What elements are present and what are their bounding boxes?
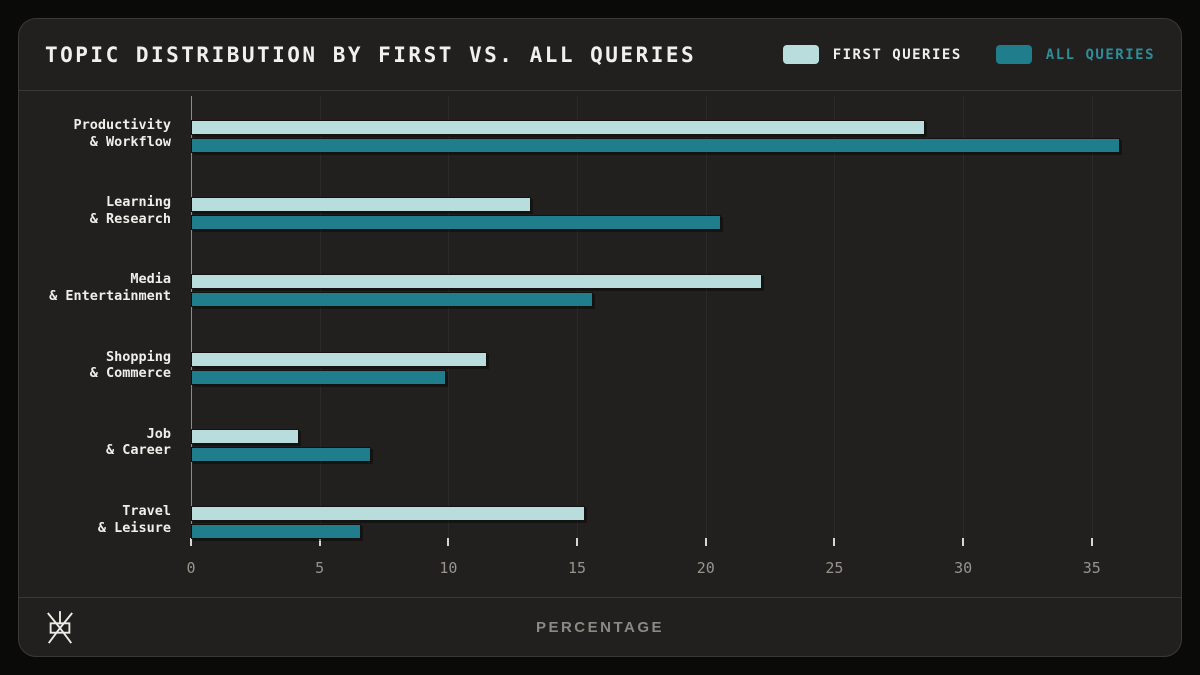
x-tick-label: 30: [954, 559, 973, 577]
category-label: Shopping & Commerce: [89, 348, 171, 382]
axis-tick: [833, 538, 836, 546]
axis-tick: [190, 538, 192, 546]
axis-tick: [576, 538, 579, 546]
legend-swatch-first-queries: [782, 45, 819, 64]
chart-header: TOPIC DISTRIBUTION BY FIRST VS. ALL QUER…: [19, 19, 1181, 91]
gridline: [1091, 96, 1093, 546]
x-tick-label: 35: [1082, 559, 1101, 577]
category-label: Travel & Leisure: [97, 503, 171, 536]
axis-tick: [447, 538, 450, 546]
category-label: Productivity & Workflow: [73, 117, 171, 150]
bar-all-queries: [191, 446, 372, 462]
x-tick-label: 15: [568, 559, 587, 577]
chart-card: TOPIC DISTRIBUTION BY FIRST VS. ALL QUER…: [18, 18, 1182, 657]
category-label: Learning & Research: [89, 194, 171, 227]
legend: FIRST QUERIES ALL QUERIES: [782, 45, 1155, 64]
legend-swatch-all-queries: [995, 45, 1032, 64]
axis-tick: [1090, 538, 1093, 546]
x-tick-label: 10: [439, 559, 458, 577]
x-tick-label: 5: [315, 559, 325, 577]
bar-first-queries: [191, 120, 925, 135]
y-axis-line: [191, 96, 192, 546]
bar-first-queries: [191, 351, 487, 367]
x-tick-label: 20: [696, 559, 715, 577]
category-label: Job & Career: [105, 425, 171, 459]
bar-first-queries: [191, 428, 300, 444]
gridline: [963, 96, 965, 546]
legend-label-first-queries: FIRST QUERIES: [832, 46, 962, 63]
plot-area: 0 5 10 15 20 25 30 35 Productivity & Workflow Lea…: [49, 96, 1151, 577]
logo-icon: [47, 611, 73, 644]
gridline: [705, 96, 707, 546]
legend-item-first-queries: FIRST QUERIES: [782, 45, 962, 64]
bar-first-queries: [191, 197, 531, 213]
gridline: [834, 96, 836, 546]
gridline: [319, 96, 321, 546]
axis-tick: [704, 538, 707, 546]
chart-title: TOPIC DISTRIBUTION BY FIRST VS. ALL QUER…: [45, 42, 697, 67]
x-axis-label: PERCENTAGE: [535, 618, 665, 636]
bar-all-queries: [191, 369, 446, 385]
bar-first-queries: [191, 506, 585, 521]
bar-first-queries: [191, 274, 763, 290]
chart-footer: PERCENTAGE: [19, 597, 1181, 656]
legend-item-all-queries: ALL QUERIES: [995, 45, 1155, 64]
legend-label-all-queries: ALL QUERIES: [1045, 46, 1155, 63]
bar-all-queries: [191, 524, 361, 539]
bar-all-queries: [191, 292, 593, 308]
bar-all-queries: [191, 215, 722, 231]
category-label: Media & Entertainment: [49, 271, 171, 304]
axis-tick: [318, 538, 321, 546]
gridline: [448, 96, 450, 546]
bar-all-queries: [191, 138, 1121, 153]
x-tick-label: 0: [186, 559, 196, 577]
x-tick-label: 25: [825, 559, 844, 577]
axis-tick: [962, 538, 965, 546]
gridline: [577, 96, 579, 546]
